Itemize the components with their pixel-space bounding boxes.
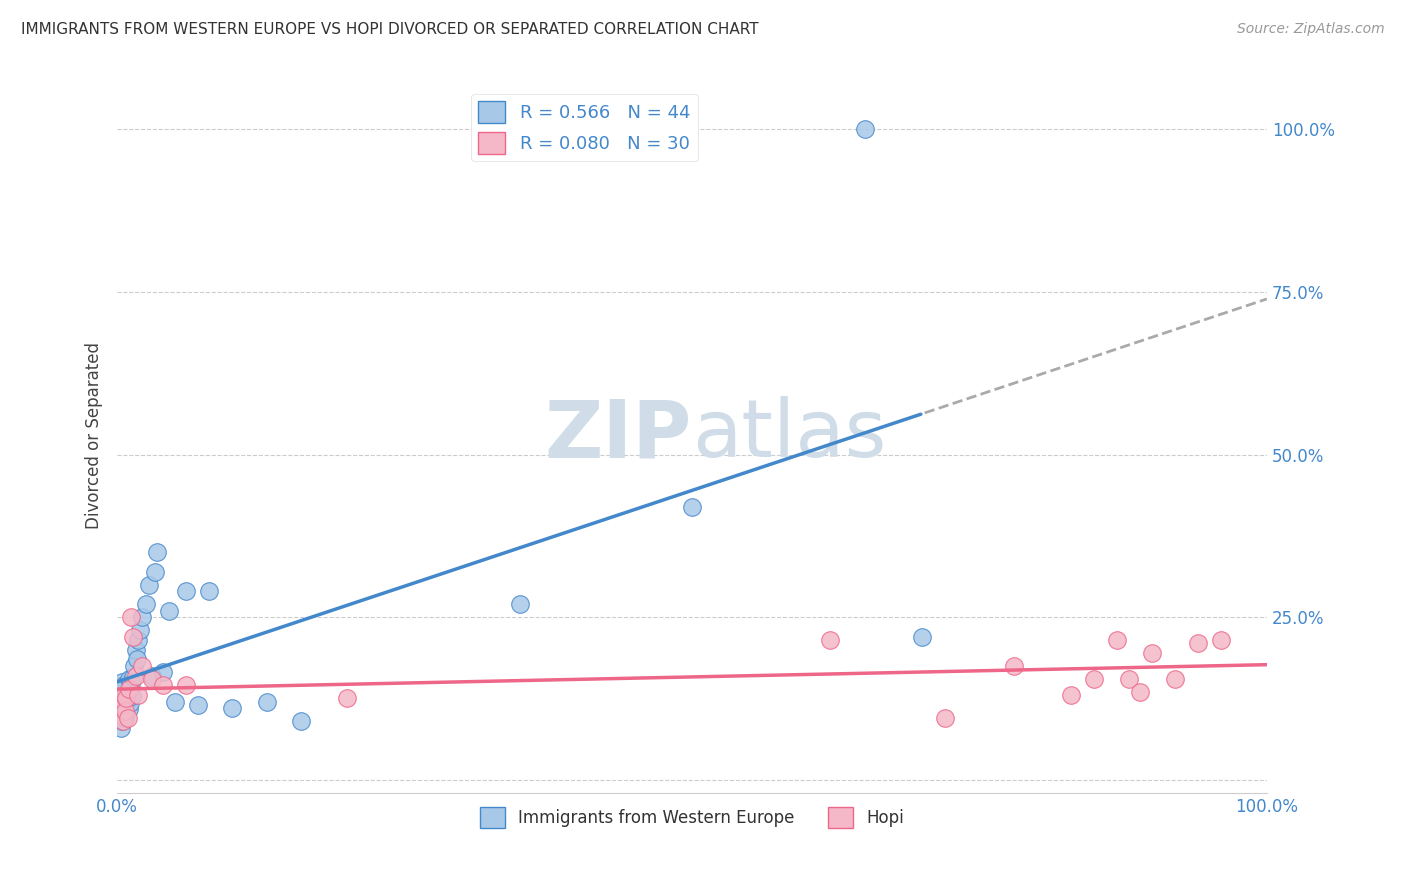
Point xyxy=(112,678,135,692)
Point xyxy=(120,676,142,690)
Point xyxy=(107,707,129,722)
Point xyxy=(152,678,174,692)
Point xyxy=(221,701,243,715)
Point xyxy=(1129,685,1152,699)
Point xyxy=(120,610,142,624)
Point xyxy=(135,597,157,611)
Y-axis label: Divorced or Separated: Divorced or Separated xyxy=(86,342,103,529)
Point xyxy=(934,711,956,725)
Point xyxy=(1140,646,1163,660)
Point xyxy=(911,630,934,644)
Point xyxy=(117,685,139,699)
Point xyxy=(121,690,143,704)
Point xyxy=(115,691,138,706)
Legend: Immigrants from Western Europe, Hopi: Immigrants from Western Europe, Hopi xyxy=(474,801,911,834)
Point xyxy=(124,658,146,673)
Point xyxy=(141,672,163,686)
Point xyxy=(122,670,145,684)
Point xyxy=(111,698,134,712)
Point xyxy=(1164,672,1187,686)
Point xyxy=(111,675,134,690)
Point xyxy=(290,714,312,728)
Point xyxy=(118,702,141,716)
Point xyxy=(509,597,531,611)
Point xyxy=(163,695,186,709)
Point xyxy=(131,658,153,673)
Point xyxy=(110,681,132,696)
Point xyxy=(115,698,138,712)
Text: ZIP: ZIP xyxy=(544,396,692,474)
Point xyxy=(111,714,134,728)
Point xyxy=(143,565,166,579)
Point xyxy=(114,705,136,719)
Point xyxy=(111,701,134,715)
Point xyxy=(129,623,152,637)
Point xyxy=(174,584,197,599)
Point xyxy=(122,630,145,644)
Point xyxy=(818,632,841,647)
Point xyxy=(118,696,141,710)
Point xyxy=(681,500,703,514)
Point xyxy=(1083,672,1105,686)
Point xyxy=(118,681,141,696)
Point xyxy=(124,642,146,657)
Point xyxy=(118,672,141,686)
Point xyxy=(1002,658,1025,673)
Point xyxy=(198,584,221,599)
Point xyxy=(1107,632,1129,647)
Point xyxy=(112,688,135,702)
Text: Source: ZipAtlas.com: Source: ZipAtlas.com xyxy=(1237,22,1385,37)
Point xyxy=(114,691,136,706)
Point xyxy=(108,707,131,722)
Point xyxy=(146,545,169,559)
Point xyxy=(853,122,876,136)
Point xyxy=(1118,672,1140,686)
Point xyxy=(157,604,180,618)
Point xyxy=(127,688,149,702)
Point xyxy=(108,695,131,709)
Point xyxy=(111,688,134,702)
Point xyxy=(111,714,134,728)
Point xyxy=(124,668,146,682)
Text: IMMIGRANTS FROM WESTERN EUROPE VS HOPI DIVORCED OR SEPARATED CORRELATION CHART: IMMIGRANTS FROM WESTERN EUROPE VS HOPI D… xyxy=(21,22,759,37)
Point xyxy=(1187,636,1209,650)
Point xyxy=(1060,688,1083,702)
Point xyxy=(127,632,149,647)
Point xyxy=(117,711,139,725)
Text: atlas: atlas xyxy=(692,396,886,474)
Point xyxy=(336,691,359,706)
Point xyxy=(1209,632,1232,647)
Point xyxy=(256,695,278,709)
Point xyxy=(187,698,209,712)
Point xyxy=(110,721,132,735)
Point xyxy=(138,577,160,591)
Point xyxy=(114,711,136,725)
Point xyxy=(141,668,163,682)
Point xyxy=(125,652,148,666)
Point xyxy=(174,678,197,692)
Point xyxy=(110,695,132,709)
Point xyxy=(131,610,153,624)
Point xyxy=(152,665,174,680)
Point xyxy=(112,705,135,719)
